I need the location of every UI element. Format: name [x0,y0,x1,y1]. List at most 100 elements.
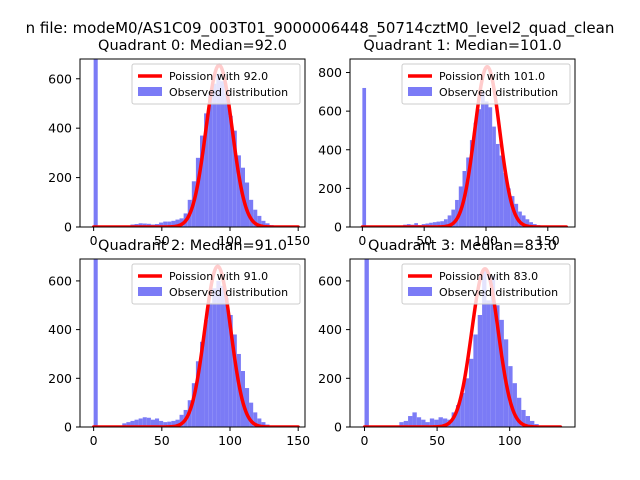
x-tick-label: 0 [361,433,369,448]
hist-bar [516,397,522,427]
hist-bar [175,419,180,427]
hist-bar [455,405,461,427]
hist-bar [224,93,229,227]
hist-bar [228,115,233,227]
legend-box [131,263,301,305]
x-tick-label: 0 [90,433,98,448]
hist-bar [488,107,493,227]
y-tick-label: 0 [334,220,342,235]
hist-bar [179,414,184,427]
plot-area [362,259,563,427]
hist-bar [495,143,500,227]
legend-label: Poission with 92.0 [169,70,268,83]
y-tick-label: 600 [48,71,72,86]
y-tick-label: 600 [318,104,342,119]
hist-bar [245,182,250,227]
hist-bar [429,222,433,227]
plot-area [91,59,300,227]
hist-bar [249,199,254,227]
hist-bar [93,59,98,227]
hist-bar [208,302,213,427]
hist-bar [236,155,241,227]
legend-label: Poission with 83.0 [439,270,538,283]
legend-label: Poission with 91.0 [169,270,268,283]
figure-suptitle: n file: modeM0/AS1C09_003T01_9000006448_… [26,19,615,38]
hist-bar [482,271,487,427]
hist-bar [257,418,262,427]
x-tick-label: 50 [154,433,170,448]
hist-bar [195,361,200,427]
y-tick-label: 0 [64,420,72,435]
y-tick-label: 200 [48,170,72,185]
hist-bar [469,140,474,227]
subplot-0: 0 50 100 150 0 200 400 600 Quadrant 0: Median=92… [48,38,310,248]
hist-bar [460,392,465,427]
hist-bar [126,422,131,427]
x-tick-label: 150 [536,233,560,248]
hist-bar [249,402,254,427]
hist-bar [495,305,500,427]
legend-bar-swatch [138,87,162,96]
y-tick-label: 200 [48,371,72,386]
hist-bar [499,319,504,427]
hist-bar [507,188,511,227]
hist-bar [414,223,418,227]
hist-bar [220,81,225,227]
legend-box [131,63,301,105]
subplot-title: Quadrant 3: Median=83.0 [368,238,557,254]
hist-bar [442,418,448,427]
hist-bar [464,378,470,427]
hist-bar [257,215,262,227]
hist-bar [204,319,209,427]
legend-label: Poission with 101.0 [439,70,545,83]
hist-bar [525,416,530,427]
hist-bar [195,157,200,227]
legend-label: Observed distribution [169,86,288,99]
y-tick-label: 400 [48,121,72,136]
y-tick-label: 200 [318,181,342,196]
axes-frame [349,58,576,228]
hist-bar [122,423,127,427]
hist-bar [525,219,530,227]
hist-bar [171,420,176,427]
hist-bar [499,155,504,227]
subplot-3: 0 50 100 0 200 400 600 Quadrant 3: Median=83.0 P… [318,238,576,448]
hist-bar [212,288,217,427]
hist-bar [451,209,456,227]
hist-bar [421,419,426,427]
hist-bar [200,341,205,427]
hist-bar [138,223,143,227]
hist-bar [253,209,258,227]
hist-bar [245,388,250,427]
y-tick-label: 600 [48,273,72,288]
hist-bar [159,420,164,427]
legend-label: Observed distribution [439,286,558,299]
y-tick-label: 400 [318,142,342,157]
hist-bar [216,280,221,427]
hist-bar [212,83,217,227]
x-tick-label: 100 [218,433,242,448]
hist-bar [490,276,496,427]
y-tick-label: 600 [318,273,342,288]
x-tick-label: 50 [154,233,170,248]
y-tick-label: 800 [318,65,342,80]
y-tick-label: 0 [334,420,342,435]
poisson-line [362,266,563,427]
hist-bar [146,417,151,427]
legend-bar-swatch [408,287,432,296]
hist-bar [163,221,168,227]
legend-box [401,63,571,105]
y-tick-label: 400 [318,322,342,337]
hist-bar [261,422,266,427]
hist-bar [138,418,143,427]
axes-frame [349,258,576,428]
subplot-2: 0 50 100 150 0 200 400 600 Quadrant 2: Median=91… [48,238,310,448]
hist-bar [167,421,172,427]
hist-bar [224,297,229,427]
legend-box [401,263,571,305]
hist-bar [261,220,266,227]
x-tick-label: 0 [358,233,366,248]
hist-bar [228,315,233,427]
hist-bar [200,135,205,227]
hist-bar [432,222,437,227]
